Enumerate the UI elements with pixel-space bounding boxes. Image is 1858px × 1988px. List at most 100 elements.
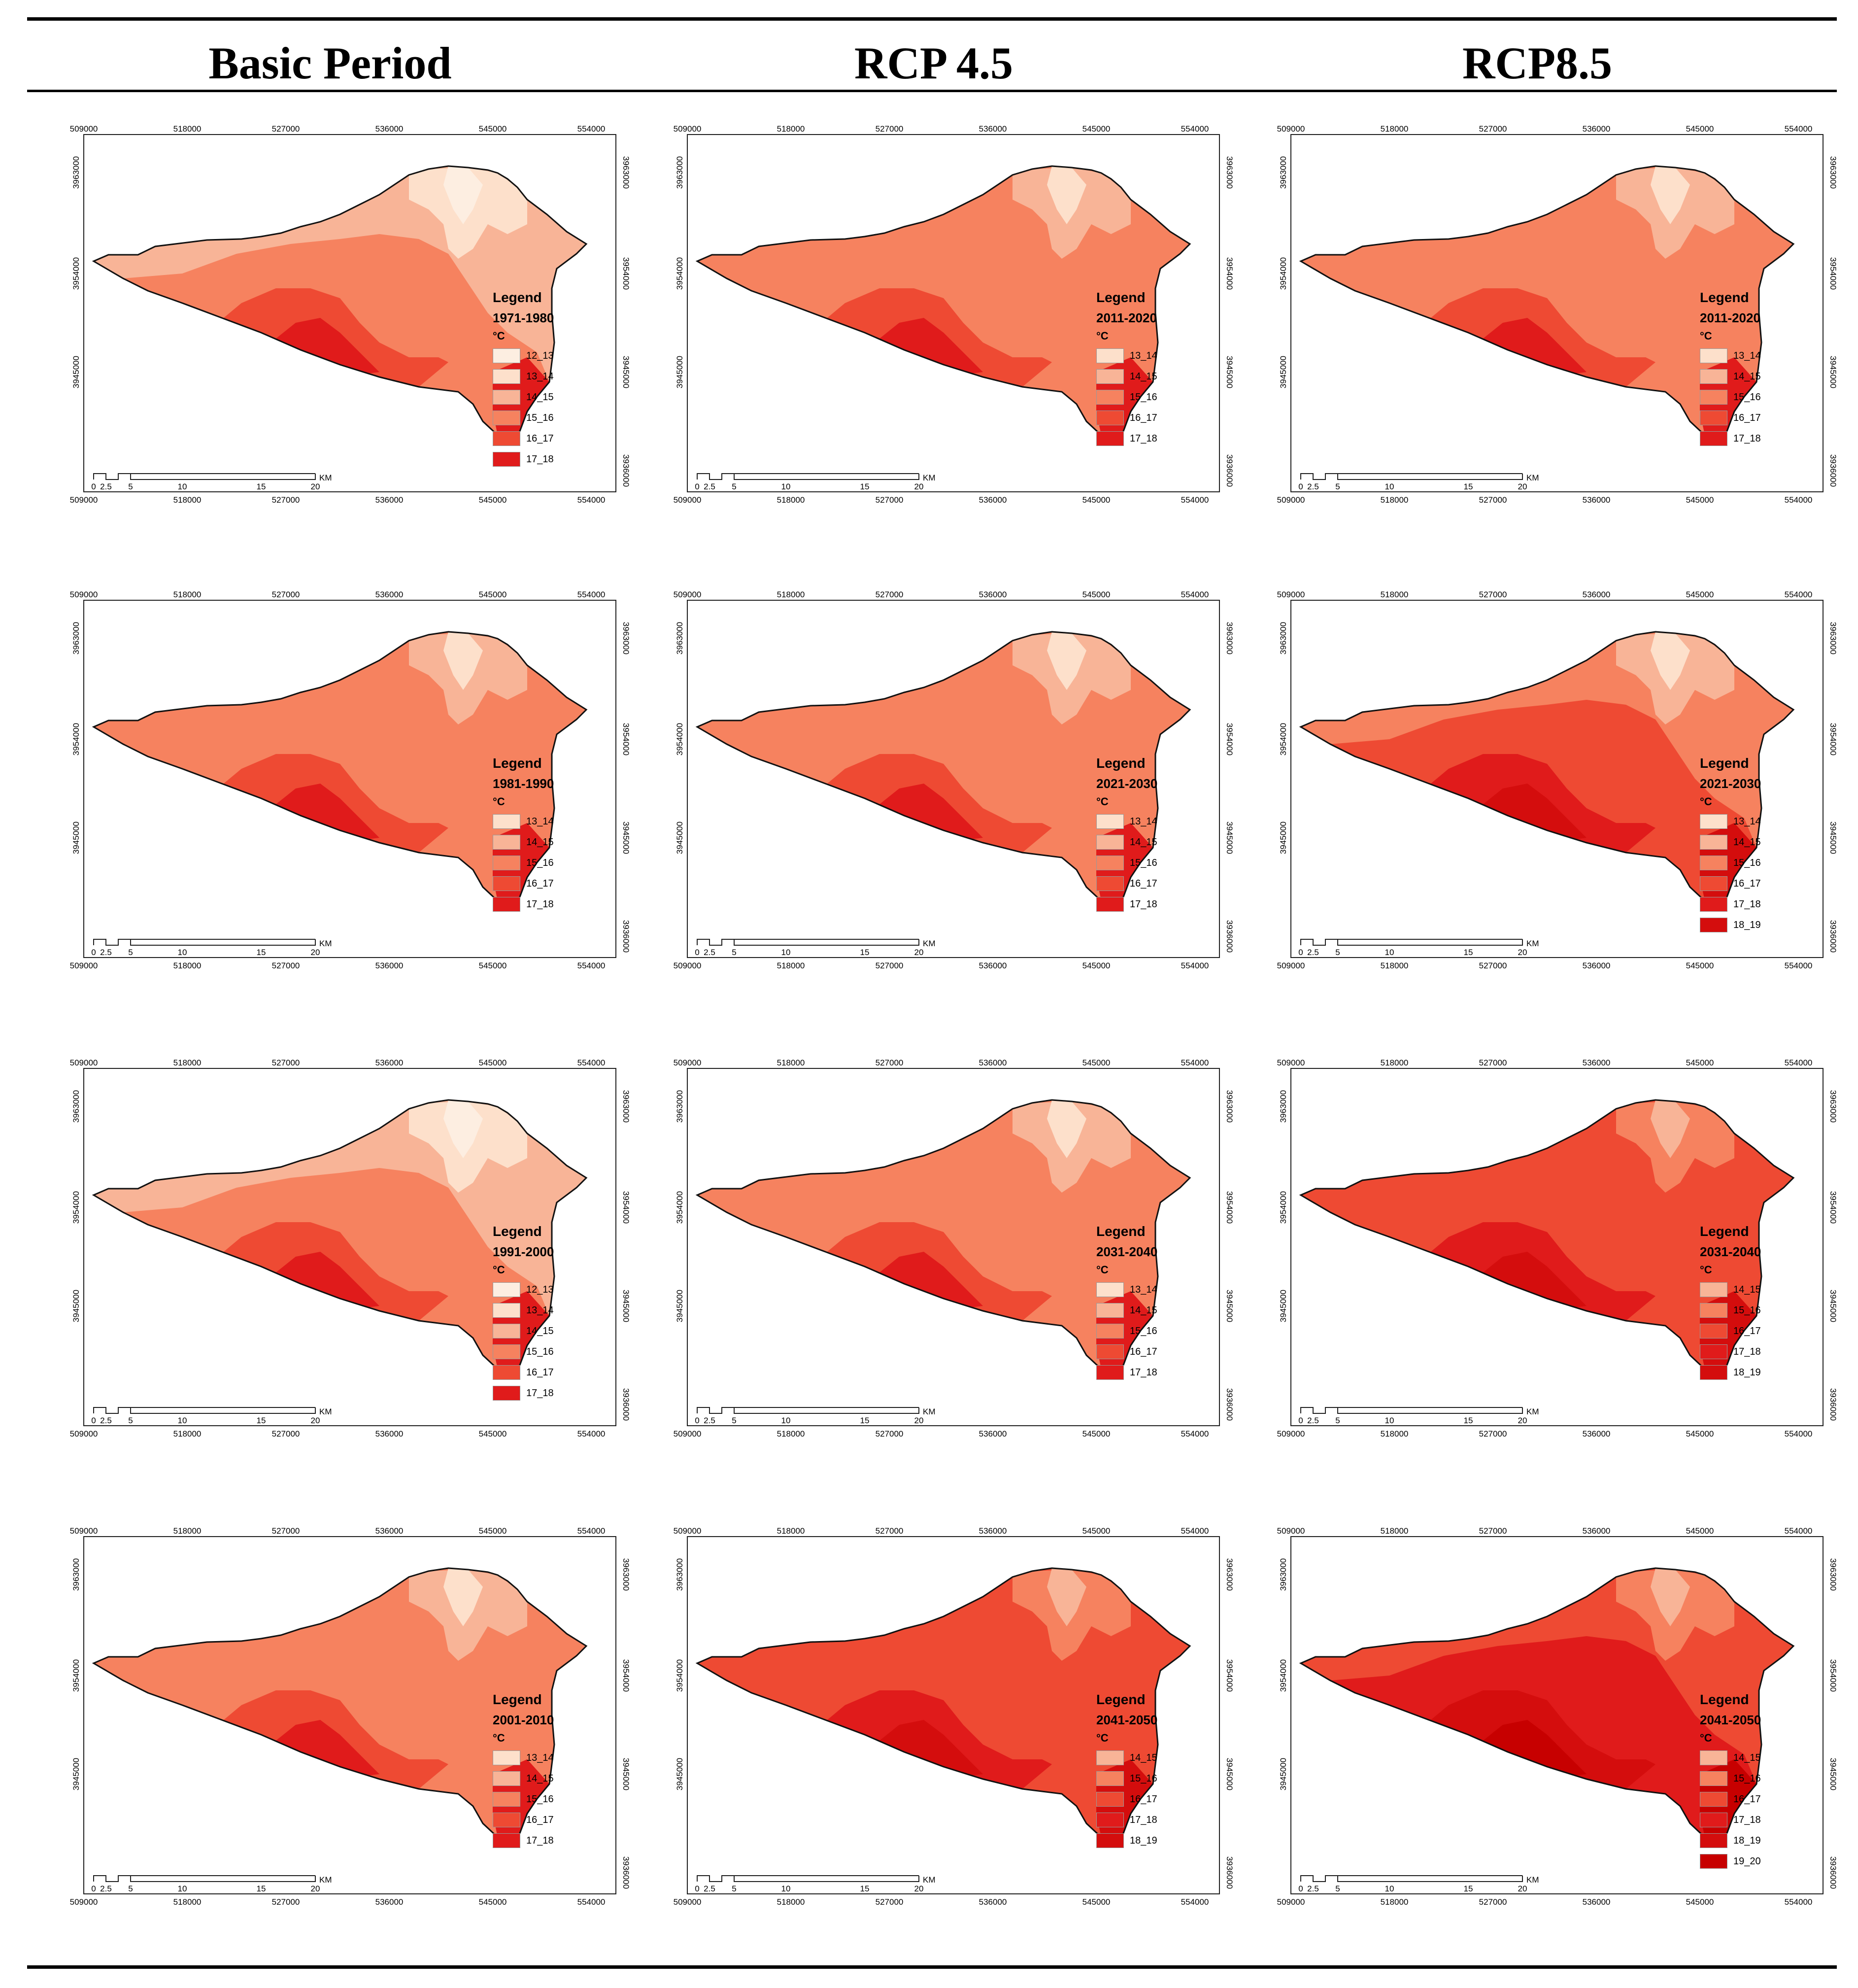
scale-bar-unit: KM	[319, 939, 332, 948]
x-top-tick-label: 509000	[674, 591, 702, 599]
bottom-rule	[27, 1965, 1837, 1969]
legend-swatch	[493, 348, 520, 363]
legend-entry: 19_20	[1700, 1851, 1798, 1872]
y-right-tick-label: 3936000	[1225, 920, 1234, 953]
scale-bar-label: 20	[1518, 1416, 1527, 1425]
y-right-tick-label: 3945000	[621, 822, 631, 854]
map-legend: Legend 2041-2050 °C 14_15 15_16 16_17 17_18 18_…	[1700, 1690, 1798, 1872]
x-bottom-tick-label: 536000	[1583, 1429, 1611, 1439]
x-top-tick-label: 518000	[173, 1528, 202, 1536]
x-top-tick-label: 509000	[674, 126, 702, 134]
legend-swatch	[1700, 1344, 1727, 1359]
legend-swatch	[493, 431, 520, 446]
y-left-tick-label: 3963000	[71, 156, 81, 189]
scale-bar-unit: KM	[319, 1875, 332, 1885]
x-top-tick-label: 527000	[1479, 591, 1507, 599]
y-right-tick-label: 3945000	[1225, 1290, 1234, 1322]
top-rule	[27, 17, 1837, 21]
legend-class-label: 16_17	[1130, 1793, 1157, 1805]
x-bottom-tick-label: 509000	[674, 1429, 702, 1439]
boundary-outline	[92, 1099, 588, 1376]
scale-bar-unit: KM	[1526, 1407, 1539, 1416]
legend-swatch	[1700, 1750, 1727, 1765]
legend-period: 2031-2040	[1096, 1244, 1158, 1259]
legend-swatch	[1096, 1792, 1124, 1807]
legend-unit: °C	[493, 1732, 505, 1744]
x-bottom-tick-label: 527000	[876, 1429, 904, 1439]
legend-class-label: 18_19	[1130, 1835, 1157, 1846]
scale-bar-label: 2.5	[100, 1884, 112, 1893]
legend-entry: 14_15	[493, 1321, 591, 1341]
x-top-tick-label: 509000	[1277, 591, 1305, 599]
x-bottom-tick-label: 545000	[1686, 495, 1714, 505]
scale-bar-label: 15	[1464, 1416, 1473, 1425]
scale-bar	[697, 1407, 919, 1414]
map-panel: 509000 518000 527000 536000 545000 554000 5090…	[64, 1060, 636, 1454]
legend-swatch	[493, 1303, 520, 1318]
y-right-tick-label: 3963000	[1225, 156, 1234, 189]
scale-bar	[1300, 1407, 1523, 1414]
x-top-tick-label: 509000	[1277, 1528, 1305, 1536]
legend-class-label: 15_16	[526, 1346, 554, 1357]
boundary-outline	[1299, 165, 1795, 442]
legend-period: 2041-2050	[1700, 1713, 1761, 1727]
legend-entry: 15_16	[1700, 853, 1798, 873]
x-top-tick-label: 536000	[375, 591, 404, 599]
legend-swatch	[1096, 814, 1124, 829]
legend-swatch	[1700, 431, 1727, 446]
y-left-tick-label: 3945000	[1279, 1290, 1288, 1322]
y-left-tick-label: 3963000	[675, 622, 684, 654]
y-left-tick-label: 3945000	[1279, 356, 1288, 388]
x-top-tick-label: 554000	[1785, 591, 1813, 599]
x-bottom-tick-label: 527000	[272, 1897, 300, 1907]
header-rule	[27, 90, 1837, 92]
legend-swatch	[493, 1365, 520, 1380]
scale-bar-label: 5	[1335, 482, 1340, 491]
x-bottom-tick-label: 527000	[272, 495, 300, 505]
temperature-zone	[875, 1720, 983, 1777]
scale-bar	[697, 1875, 919, 1882]
legend-class-label: 17_18	[1733, 433, 1761, 444]
scale-bar-label: 5	[128, 1884, 133, 1893]
map-panel: 509000 518000 527000 536000 545000 554000 5090…	[1271, 591, 1843, 986]
legend-entry: 14_15	[1096, 832, 1195, 853]
y-right-tick-label: 3936000	[621, 920, 631, 953]
boundary-outline	[92, 165, 588, 442]
legend-entry: 16_17	[1096, 1789, 1195, 1810]
legend-class-label: 17_18	[1130, 1814, 1157, 1825]
x-top-tick-label: 545000	[479, 591, 507, 599]
y-right-tick-label: 3945000	[1828, 1290, 1838, 1322]
legend-unit: °C	[1700, 795, 1712, 808]
temperature-zone	[1651, 632, 1690, 690]
temperature-zone	[1478, 784, 1587, 840]
scale-bar-label: 10	[1385, 948, 1394, 957]
map-frame	[83, 1536, 616, 1894]
legend-class-label: 16_17	[1130, 878, 1157, 889]
legend-class-label: 18_19	[1733, 1835, 1761, 1846]
scale-bar	[1300, 1875, 1523, 1882]
y-left-tick-label: 3954000	[71, 1659, 81, 1692]
legend-class-label: 14_15	[1733, 1284, 1761, 1295]
scale-bar-label: 10	[178, 482, 187, 491]
x-bottom-tick-label: 554000	[1181, 495, 1209, 505]
x-top-tick-label: 518000	[1381, 1060, 1409, 1067]
legend-entry: 13_14	[1700, 811, 1798, 832]
scale-bar-label: 2.5	[1307, 482, 1319, 491]
legend-class-label: 13_14	[1733, 816, 1761, 827]
legend-entry: 16_17	[1700, 1789, 1798, 1810]
legend-class-label: 15_16	[1733, 391, 1761, 403]
legend-unit: °C	[1096, 1732, 1109, 1744]
boundary-outline	[1299, 631, 1795, 908]
y-right-tick-label: 3954000	[1828, 1191, 1838, 1224]
map-svg: 509000 518000 527000 536000 545000 554000 5090…	[70, 1528, 631, 1907]
x-bottom-tick-label: 554000	[1785, 495, 1813, 505]
scale-bar-label: 5	[128, 1416, 133, 1425]
x-bottom-tick-label: 545000	[1082, 961, 1111, 970]
x-bottom-tick-label: 518000	[1381, 1429, 1409, 1439]
x-bottom-tick-label: 527000	[876, 495, 904, 505]
y-left-tick-label: 3945000	[71, 1290, 81, 1322]
scale-bar-label: 0	[1298, 948, 1303, 957]
legend-class-label: 14_15	[1130, 371, 1157, 382]
legend-class-label: 17_18	[526, 453, 554, 465]
legend-swatch	[493, 835, 520, 850]
